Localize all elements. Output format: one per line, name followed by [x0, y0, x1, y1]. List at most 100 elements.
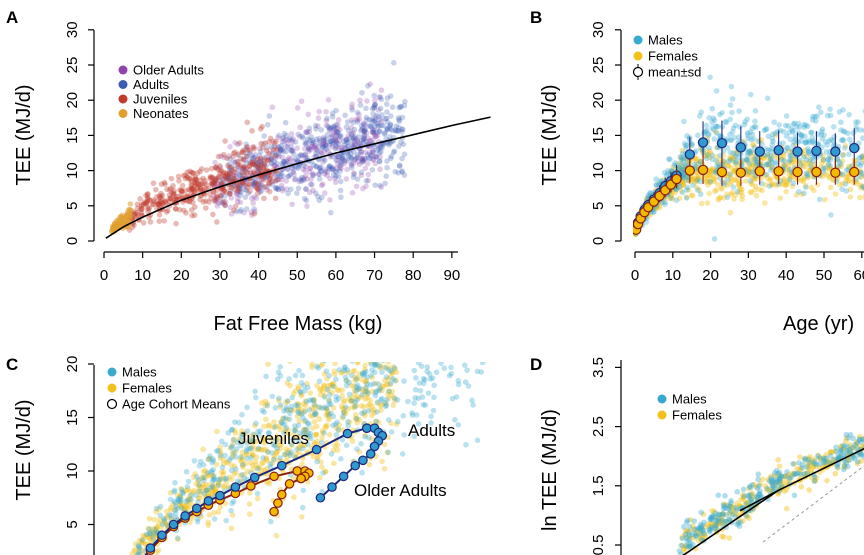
male-point — [783, 113, 790, 119]
male-point — [858, 154, 864, 161]
adult-point — [337, 132, 344, 139]
male-point — [688, 141, 695, 147]
older-adult-point — [258, 188, 265, 194]
female-point — [139, 551, 146, 555]
adult-point — [333, 107, 339, 114]
female-point — [181, 506, 188, 512]
male-point — [196, 488, 203, 495]
female-point — [285, 407, 291, 413]
adult-point — [333, 169, 339, 175]
male-point — [475, 225, 481, 231]
adult-point — [311, 139, 317, 146]
female-point — [706, 190, 712, 197]
adult-point — [309, 137, 316, 144]
male-point — [328, 401, 334, 408]
adult-point — [335, 153, 342, 160]
male-point — [281, 451, 288, 458]
female-point — [387, 339, 393, 345]
female-point — [769, 163, 775, 170]
male-point — [174, 505, 181, 512]
male-point — [802, 139, 809, 146]
older-adult-point — [259, 182, 265, 189]
older-adult-point — [329, 143, 336, 150]
adult-point — [224, 174, 231, 181]
adult-point — [377, 144, 384, 151]
female-point — [147, 528, 154, 535]
female-point — [231, 471, 237, 477]
juvenile-point — [259, 123, 265, 130]
adult-point — [320, 143, 326, 150]
female-point — [139, 547, 146, 554]
older-adult-point — [250, 200, 256, 206]
older-adult-point — [325, 97, 332, 103]
male-point — [300, 339, 306, 345]
female-point — [750, 163, 757, 169]
female-point — [253, 462, 259, 468]
juvenile-point — [215, 153, 222, 160]
female-point — [382, 377, 388, 384]
female-point — [314, 423, 320, 430]
female-point — [735, 177, 741, 184]
female-point — [820, 157, 827, 164]
panel-d-y-tick-label: 0.5 — [590, 535, 607, 555]
male-point — [830, 137, 836, 144]
juvenile-point — [223, 170, 230, 177]
older-adult-point — [335, 121, 341, 128]
male-point — [236, 419, 242, 426]
juvenile-point — [212, 198, 219, 205]
male-point — [728, 500, 734, 506]
adult-point — [399, 114, 406, 121]
juvenile-point — [246, 163, 253, 169]
female-point — [694, 156, 700, 163]
male-point — [840, 137, 847, 144]
female-point — [330, 380, 337, 387]
female-point — [203, 487, 210, 493]
male-point — [790, 142, 796, 149]
legend-label: Neonates — [133, 106, 189, 121]
adult-point — [377, 182, 383, 189]
female-point — [377, 365, 383, 372]
male-point — [784, 469, 790, 475]
female-point — [706, 172, 713, 179]
female-point — [339, 387, 345, 393]
panel-c-y-tick-label: 10 — [64, 463, 81, 480]
female-point — [854, 180, 860, 187]
male-point — [399, 309, 405, 315]
male-point — [188, 492, 195, 499]
female-point — [670, 164, 676, 171]
adult-point — [349, 107, 356, 113]
adult-point — [395, 128, 402, 134]
panel-b-y-tick-label: 25 — [590, 57, 607, 74]
female-point — [780, 157, 787, 163]
female-point — [252, 458, 259, 465]
older-adult-point — [289, 201, 295, 208]
male-point — [296, 367, 302, 374]
female-point — [147, 535, 153, 542]
older-adult-point — [343, 176, 350, 182]
male-point — [809, 113, 816, 120]
male-point — [153, 505, 160, 512]
female-point — [786, 172, 793, 179]
female-point — [195, 482, 202, 489]
juvenile-point — [253, 180, 259, 186]
male-point — [793, 124, 800, 130]
female-point — [811, 187, 817, 194]
male-point — [814, 113, 820, 119]
juvenile-point — [146, 204, 152, 211]
older-adult-point — [356, 116, 363, 122]
female-point — [263, 416, 269, 423]
female-point — [167, 489, 174, 496]
female-point — [252, 422, 258, 429]
male-point — [841, 129, 848, 135]
older-adult-point — [222, 199, 229, 205]
adult-point — [262, 174, 268, 180]
male-point — [386, 388, 392, 395]
female-point — [319, 427, 326, 434]
male-point — [391, 315, 397, 321]
female-point — [145, 525, 152, 532]
male-point — [431, 394, 437, 401]
female-point — [317, 386, 324, 392]
male-point — [780, 140, 786, 146]
female-point — [243, 450, 250, 457]
female-point — [804, 175, 811, 181]
